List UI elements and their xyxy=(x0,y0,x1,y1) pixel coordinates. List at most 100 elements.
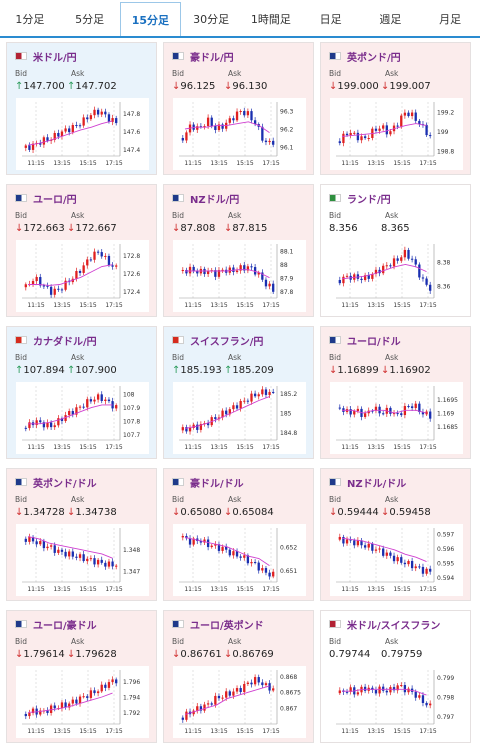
pair-card[interactable]: ランド/円 Bid Ask 8.356 8.365 8.38 8.36 11:15 1… xyxy=(320,184,471,317)
pair-card[interactable]: ユーロ/円 Bid Ask ↓172.663 ↓172.667 172.8 172… xyxy=(6,184,157,317)
candle-body xyxy=(429,411,432,419)
price-chart[interactable]: 1.1695 1.169 1.1685 11:15 13:15 15:15 17:15 xyxy=(330,382,463,454)
bid-label: Bid xyxy=(15,495,27,504)
candle-body xyxy=(345,275,349,277)
x-tick-label: 17:15 xyxy=(419,160,436,167)
candle-body xyxy=(360,136,363,141)
candle-body xyxy=(46,546,49,549)
price-chart[interactable]: 147.8 147.6 147.4 11:15 13:15 15:15 17:15 xyxy=(16,98,149,170)
pair-card[interactable]: 米ドル/スイスフラン Bid Ask 0.79744 0.79759 0.799… xyxy=(320,610,471,743)
price-chart[interactable]: 88.1 88 87.9 87.8 11:15 13:15 15:15 17:15 xyxy=(173,240,306,312)
candle-body xyxy=(264,279,268,287)
bid-label: Bid xyxy=(329,211,341,220)
pair-card[interactable]: スイスフラン/円 Bid Ask ↑185.193 ↑185.209 185.2… xyxy=(163,326,314,459)
candle-body xyxy=(185,427,188,432)
candle-body xyxy=(28,145,31,150)
pair-title[interactable]: 豪ドル/円 xyxy=(172,49,234,64)
y-tick-label: 107.9 xyxy=(123,405,140,412)
candle-body xyxy=(35,541,38,545)
x-tick-label: 11:15 xyxy=(184,586,201,593)
y-tick-label: 87.9 xyxy=(280,275,294,282)
tab-5min[interactable]: 5分足 xyxy=(75,13,105,26)
pair-name: ユーロ/英ポンド xyxy=(190,620,264,632)
price-chart[interactable]: 1.348 1.347 11:15 13:15 15:15 17:15 xyxy=(16,524,149,596)
moving-average-line xyxy=(184,396,270,429)
candle-body xyxy=(338,141,341,144)
candle-body xyxy=(228,267,231,273)
pair-title[interactable]: 米ドル/円 xyxy=(15,49,77,64)
price-chart[interactable]: 1.796 1.794 1.792 11:15 13:15 15:15 17:15 xyxy=(16,666,149,738)
candle-body xyxy=(235,405,239,409)
tab-1min[interactable]: 1分足 xyxy=(15,13,45,26)
candle-body xyxy=(68,551,71,557)
pair-title[interactable]: ユーロ/英ポンド xyxy=(172,617,264,632)
price-chart[interactable]: 0.597 0.596 0.595 0.594 11:15 13:15 15:15 17:15 xyxy=(330,524,463,596)
pair-title[interactable]: ユーロ/ドル xyxy=(329,333,401,348)
pair-card[interactable]: NZドル/ドル Bid Ask ↓0.59444 ↓0.59458 0.597 0… xyxy=(320,468,471,601)
pair-title[interactable]: 豪ドル/ドル xyxy=(172,475,244,490)
tab-weekly[interactable]: 週足 xyxy=(379,13,402,26)
tab-1hour[interactable]: 1時間足 xyxy=(250,13,291,26)
price-chart[interactable]: 172.8 172.6 172.4 11:15 13:15 15:15 17:15 xyxy=(16,240,149,312)
x-tick-label: 13:15 xyxy=(53,160,70,167)
candle-body xyxy=(367,138,370,140)
tab-30min[interactable]: 30分足 xyxy=(193,13,230,26)
pair-card[interactable]: 英ポンド/ドル Bid Ask ↓1.34728 ↓1.34738 1.348 1… xyxy=(6,468,157,601)
pair-card[interactable]: ユーロ/豪ドル Bid Ask ↓1.79614 ↓1.79628 1.796 1… xyxy=(6,610,157,743)
tab-15min[interactable]: 15分足 xyxy=(119,2,182,36)
candle-body xyxy=(221,697,224,699)
price-chart[interactable]: 199.2 199 198.8 11:15 13:15 15:15 17:15 xyxy=(330,98,463,170)
pair-title[interactable]: ランド/円 xyxy=(329,191,391,206)
candle-body xyxy=(107,399,111,402)
pair-title[interactable]: 英ポンド/ドル xyxy=(15,475,97,490)
price-chart[interactable]: 0.652 0.651 11:15 13:15 15:15 17:15 xyxy=(173,524,306,596)
pair-card[interactable]: カナダドル/円 Bid Ask ↑107.894 ↑107.900 108 107… xyxy=(6,326,157,459)
candle-body xyxy=(389,552,392,556)
price-chart[interactable]: 185.2 185 184.8 11:15 13:15 15:15 17:15 xyxy=(173,382,306,454)
candle-body xyxy=(414,403,417,409)
price-chart[interactable]: 96.3 96.2 96.1 11:15 13:15 15:15 17:15 xyxy=(173,98,306,170)
candle-body xyxy=(93,690,96,694)
pair-card[interactable]: 英ポンド/円 Bid Ask ↓199.000 ↓199.007 199.2 19… xyxy=(320,42,471,175)
pair-name: カナダドル/円 xyxy=(33,336,97,348)
pair-title[interactable]: NZドル/ドル xyxy=(329,475,406,490)
x-tick-label: 17:15 xyxy=(419,444,436,451)
candle-body xyxy=(356,408,360,412)
y-tick-label: 0.798 xyxy=(437,695,454,702)
x-tick-label: 13:15 xyxy=(53,444,70,451)
price-chart[interactable]: 0.799 0.798 0.797 11:15 13:15 15:15 17:15 xyxy=(330,666,463,738)
candle-body xyxy=(353,411,356,415)
price-chart[interactable]: 108 107.9 107.8 107.7 11:15 13:15 15:15 17:15 xyxy=(16,382,149,454)
candlestick-chart-svg: 185.2 185 184.8 11:15 13:15 15:15 17:15 xyxy=(179,386,297,451)
pair-card[interactable]: 米ドル/円 Bid Ask ↑147.700 ↑147.702 147.8 147… xyxy=(6,42,157,175)
pair-title[interactable]: スイスフラン/円 xyxy=(172,333,263,348)
candle-body xyxy=(246,555,250,564)
y-tick-label: 1.792 xyxy=(123,710,140,717)
pair-title[interactable]: ユーロ/豪ドル xyxy=(15,617,97,632)
pair-card[interactable]: 豪ドル/ドル Bid Ask ↓0.65080 ↓0.65084 0.652 0.… xyxy=(163,468,314,601)
pair-title[interactable]: 英ポンド/円 xyxy=(329,49,401,64)
pair-card[interactable]: 豪ドル/円 Bid Ask ↓96.125 ↓96.130 96.3 96.2 96… xyxy=(163,42,314,175)
candle-body xyxy=(199,541,203,543)
pair-card[interactable]: ユーロ/ドル Bid Ask ↓1.16899 ↓1.16902 1.1695 1… xyxy=(320,326,471,459)
ask-label: Ask xyxy=(385,495,399,504)
price-chart[interactable]: 0.868 0.8675 0.867 11:15 13:15 15:15 17:15 xyxy=(173,666,306,738)
pair-name: 米ドル/円 xyxy=(33,52,77,64)
tab-daily[interactable]: 日足 xyxy=(319,13,342,26)
price-chart[interactable]: 8.38 8.36 11:15 13:15 15:15 17:15 xyxy=(330,240,463,312)
tab-monthly[interactable]: 月足 xyxy=(439,13,462,26)
us-ch-flag-icon xyxy=(329,620,341,628)
candle-body xyxy=(31,536,35,542)
pair-title[interactable]: 米ドル/スイスフラン xyxy=(329,617,440,632)
pair-title[interactable]: ユーロ/円 xyxy=(15,191,77,206)
pair-title[interactable]: NZドル/円 xyxy=(172,191,239,206)
candle-body xyxy=(75,125,78,127)
pair-title[interactable]: カナダドル/円 xyxy=(15,333,97,348)
candle-body xyxy=(243,400,246,402)
candle-body xyxy=(425,702,428,706)
pair-card[interactable]: ユーロ/英ポンド Bid Ask ↓0.86761 ↓0.86769 0.868… xyxy=(163,610,314,743)
candle-body xyxy=(396,557,399,562)
bid-label: Bid xyxy=(329,637,341,646)
pair-card[interactable]: NZドル/円 Bid Ask ↓87.808 ↓87.815 88.1 88 87.… xyxy=(163,184,314,317)
candle-body xyxy=(64,280,67,290)
